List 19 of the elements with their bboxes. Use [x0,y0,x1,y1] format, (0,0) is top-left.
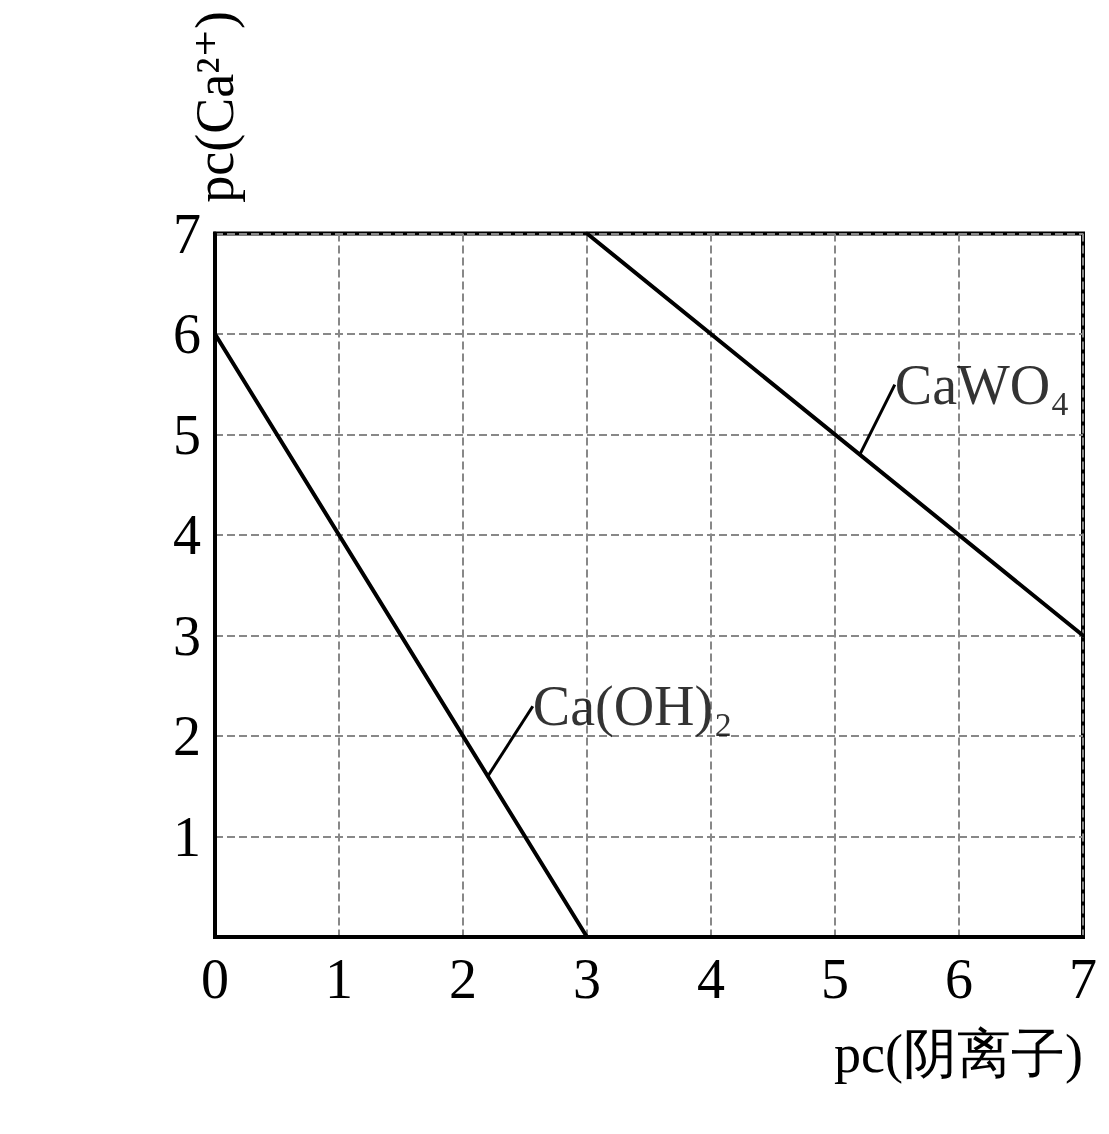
y-tick-label: 3 [173,604,201,667]
x-tick-label: 6 [945,948,973,1010]
annotation: Ca(OH)₂ [532,675,733,739]
annotation: CaWO₄ [894,353,1070,416]
x-tick-label: 0 [201,948,229,1010]
y-tick-label: 7 [173,202,201,265]
y-axis-title: pc(Ca²⁺) [185,11,245,203]
x-tick-label: 3 [573,948,601,1010]
x-tick-label: 4 [697,948,725,1010]
y-tick-label: 5 [173,403,201,466]
x-tick-label: 5 [821,948,849,1010]
x-tick-label: 1 [325,948,353,1010]
y-tick-label: 1 [173,805,201,868]
y-tick-label: 4 [173,504,201,567]
x-tick-label: 2 [449,948,477,1010]
x-tick-label: 7 [1069,948,1097,1010]
y-tick-label: 6 [173,303,201,366]
y-tick-label: 2 [173,705,201,767]
x-axis-title: pc(阴离子) [834,1024,1083,1084]
